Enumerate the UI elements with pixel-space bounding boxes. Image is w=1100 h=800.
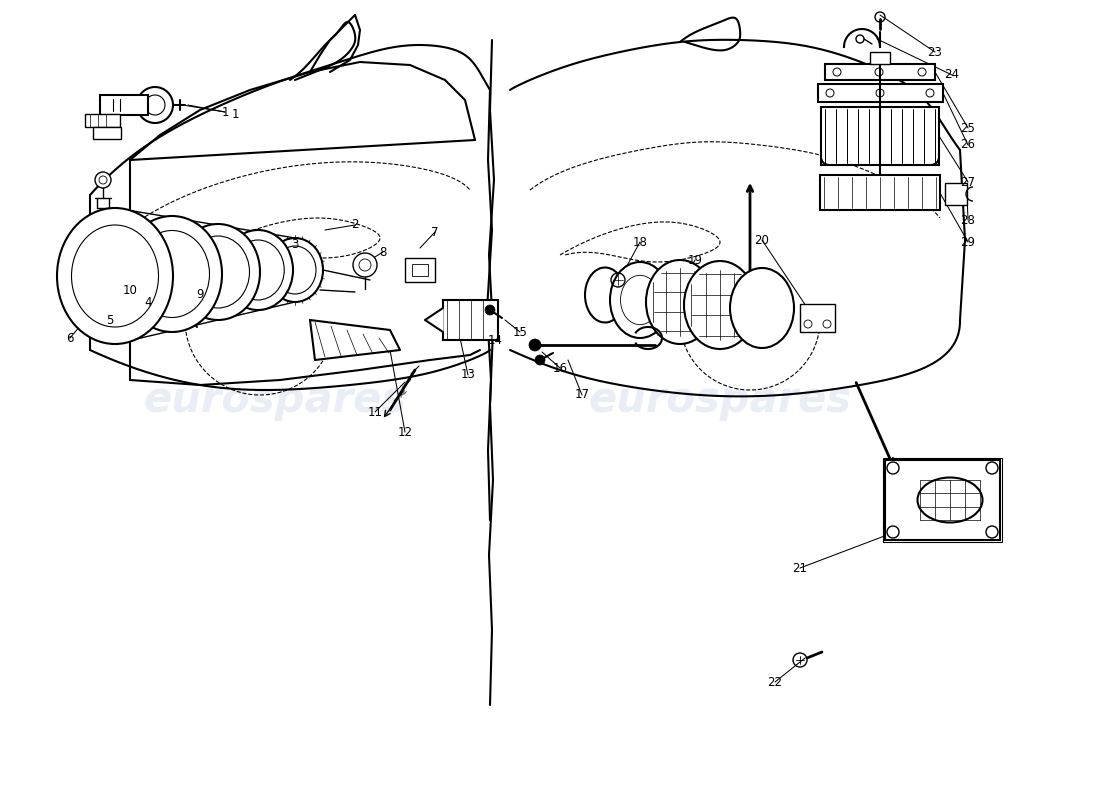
Text: 8: 8: [379, 246, 387, 258]
Text: eurospares: eurospares: [588, 379, 851, 421]
Text: ME: ME: [398, 387, 409, 399]
Bar: [886, 460, 1000, 540]
Bar: [870, 52, 890, 64]
Text: 14: 14: [487, 334, 503, 346]
Bar: [820, 175, 940, 210]
Bar: [818, 84, 943, 102]
Text: 24: 24: [945, 69, 959, 82]
Text: 11: 11: [367, 406, 383, 418]
Bar: [94, 127, 121, 139]
Text: 4: 4: [144, 295, 152, 309]
Text: 2: 2: [351, 218, 359, 231]
Ellipse shape: [684, 261, 756, 349]
Circle shape: [95, 172, 111, 188]
Circle shape: [535, 355, 544, 365]
Circle shape: [104, 299, 112, 307]
Ellipse shape: [223, 230, 293, 310]
Text: 17: 17: [574, 389, 590, 402]
Bar: [800, 304, 835, 332]
Text: 22: 22: [768, 675, 782, 689]
Text: 9: 9: [196, 289, 204, 302]
Ellipse shape: [610, 262, 670, 338]
Ellipse shape: [267, 238, 323, 302]
Ellipse shape: [730, 268, 794, 348]
Bar: [405, 258, 435, 282]
Text: 26: 26: [960, 138, 976, 151]
Text: 5: 5: [107, 314, 113, 326]
Text: 15: 15: [513, 326, 527, 338]
Text: 10: 10: [122, 283, 138, 297]
Ellipse shape: [176, 224, 260, 320]
Polygon shape: [425, 308, 443, 332]
Polygon shape: [310, 320, 400, 360]
Text: 12: 12: [397, 426, 412, 438]
Bar: [443, 300, 498, 340]
Text: 27: 27: [960, 175, 976, 189]
Text: 28: 28: [960, 214, 976, 226]
Bar: [883, 458, 1002, 542]
Text: 1: 1: [231, 109, 239, 122]
Ellipse shape: [122, 216, 222, 332]
Text: 23: 23: [927, 46, 943, 58]
Text: 13: 13: [461, 369, 475, 382]
Bar: [100, 95, 148, 115]
Text: 7: 7: [431, 226, 439, 238]
Text: 25: 25: [960, 122, 976, 134]
Circle shape: [180, 307, 190, 317]
Text: 21: 21: [792, 562, 807, 574]
Circle shape: [485, 305, 495, 315]
Text: 16: 16: [552, 362, 568, 374]
Text: eurospares: eurospares: [143, 379, 407, 421]
Text: 3: 3: [292, 238, 299, 251]
Circle shape: [529, 339, 541, 351]
Bar: [825, 64, 935, 80]
Circle shape: [353, 253, 377, 277]
Bar: [412, 264, 428, 276]
Bar: [945, 183, 967, 205]
Text: 20: 20: [755, 234, 769, 246]
Bar: [821, 107, 939, 165]
Text: 18: 18: [632, 235, 648, 249]
Text: 6: 6: [66, 331, 74, 345]
Text: 1: 1: [221, 106, 229, 118]
Ellipse shape: [57, 208, 173, 344]
Text: 19: 19: [688, 254, 703, 266]
Text: 29: 29: [960, 235, 976, 249]
Ellipse shape: [646, 260, 714, 344]
Bar: [85, 114, 120, 127]
Circle shape: [138, 87, 173, 123]
